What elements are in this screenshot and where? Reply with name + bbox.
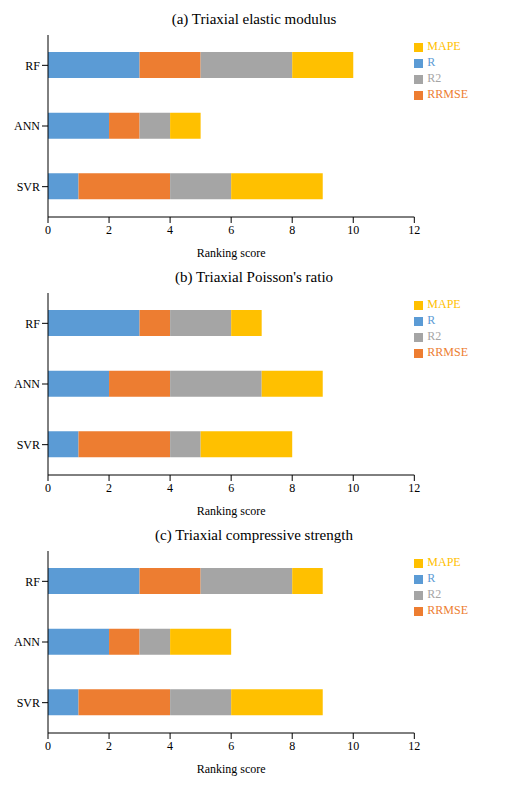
html-text:R2: R2 [427, 329, 442, 343]
svg-text:12: 12 [408, 223, 420, 237]
svg-text:8: 8 [289, 223, 295, 237]
svg-text:Ranking score: Ranking score [197, 246, 266, 260]
svg-text:RF: RF [25, 59, 40, 73]
svg-text:12: 12 [408, 481, 420, 495]
svg-text:4: 4 [167, 223, 173, 237]
html-text:R2: R2 [427, 587, 442, 601]
html-text:R: R [427, 55, 436, 69]
svg-text:6: 6 [228, 223, 234, 237]
html-text:R2: R2 [427, 71, 442, 85]
svg-text:8: 8 [289, 481, 295, 495]
html-text:RRMSE: RRMSE [427, 603, 468, 617]
html-text:(b) Triaxial Poisson's ratio: (b) Triaxial Poisson's ratio [174, 269, 334, 285]
svg-text:2: 2 [106, 739, 112, 753]
html-text:R: R [427, 571, 436, 585]
svg-text:2: 2 [106, 223, 112, 237]
html-text:RRMSE: RRMSE [427, 345, 468, 359]
html-text:RRMSE: RRMSE [427, 87, 468, 101]
svg-text:SVR: SVR [17, 696, 40, 710]
svg-text:4: 4 [167, 739, 173, 753]
svg-text:SVR: SVR [17, 180, 40, 194]
svg-text:SVR: SVR [17, 438, 40, 452]
svg-text:RF: RF [25, 575, 40, 589]
html-text:(a) Triaxial elastic modulus: (a) Triaxial elastic modulus [171, 11, 337, 27]
svg-text:ANN: ANN [14, 119, 40, 133]
html-text:MAPE: MAPE [427, 555, 461, 569]
html-text:MAPE: MAPE [427, 297, 461, 311]
svg-text:6: 6 [228, 481, 234, 495]
svg-text:ANN: ANN [14, 635, 40, 649]
html-text:MAPE: MAPE [427, 39, 461, 53]
svg-text:ANN: ANN [14, 377, 40, 391]
svg-text:Ranking score: Ranking score [197, 762, 266, 776]
svg-text:10: 10 [347, 481, 359, 495]
svg-text:4: 4 [167, 481, 173, 495]
svg-text:6: 6 [228, 739, 234, 753]
svg-text:12: 12 [408, 739, 420, 753]
svg-text:8: 8 [289, 739, 295, 753]
svg-text:0: 0 [45, 739, 51, 753]
html-text:(c) Triaxial compressive stren: (c) Triaxial compressive strength [155, 527, 353, 543]
svg-text:0: 0 [45, 481, 51, 495]
svg-text:10: 10 [347, 223, 359, 237]
svg-text:2: 2 [106, 481, 112, 495]
svg-text:10: 10 [347, 739, 359, 753]
svg-text:RF: RF [25, 317, 40, 331]
html-text:R: R [427, 313, 436, 327]
svg-text:0: 0 [45, 223, 51, 237]
svg-text:Ranking score: Ranking score [197, 504, 266, 518]
